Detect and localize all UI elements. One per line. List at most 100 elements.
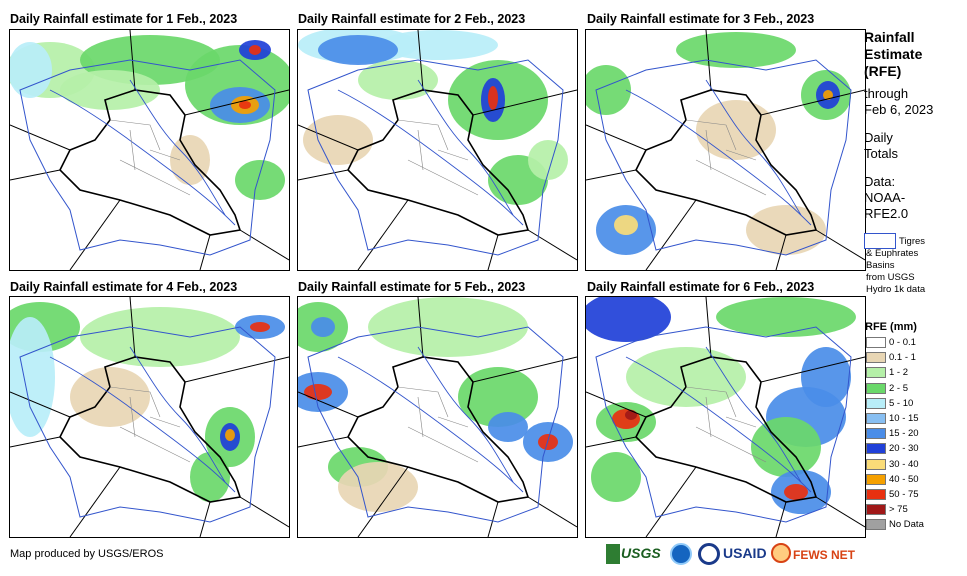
rainfall-patch [368, 297, 528, 357]
legend-label: 0 - 0.1 [889, 337, 916, 348]
province-line [129, 396, 136, 438]
border-line [586, 436, 637, 448]
basin-legend-swatch [864, 233, 896, 249]
border-line [298, 124, 359, 151]
river-line [705, 346, 802, 483]
legend-label: 1 - 2 [889, 367, 909, 379]
rainfall-patch [696, 100, 776, 160]
side-title: Rainfall Estimate (RFE) [864, 29, 922, 80]
legend-item: 5 - 10 [866, 397, 966, 410]
border-line [760, 356, 865, 383]
province-line [725, 416, 757, 428]
legend-item: 1 - 2 [866, 367, 966, 379]
river-line [417, 346, 514, 483]
province-line [705, 129, 712, 171]
legend-swatch [866, 504, 886, 516]
rainfall-patch [249, 45, 261, 55]
legend-swatch [866, 413, 886, 424]
river-line [337, 89, 524, 226]
panel-title-1: Daily Rainfall estimate for 1 Feb., 2023 [10, 12, 238, 26]
rainfall-patch [10, 42, 52, 98]
map-panel-6 [585, 296, 866, 538]
rainfall-patch [626, 347, 746, 407]
border-line [815, 496, 865, 528]
legend-item: 0.1 - 1 [866, 352, 966, 364]
usgs-logo-text: USGS [621, 545, 661, 561]
basin-outline [19, 59, 276, 256]
province-line [685, 386, 737, 418]
rainfall-patch [488, 86, 498, 110]
legend-swatch [866, 489, 886, 500]
legend-swatch [866, 337, 886, 348]
legend-item: 30 - 40 [866, 458, 966, 471]
river-line [625, 356, 812, 493]
border-line [10, 436, 61, 448]
basin-outline [19, 326, 276, 523]
legend-item: 2 - 5 [866, 382, 966, 395]
river-line [129, 346, 226, 483]
rainfall-patch [586, 297, 671, 342]
border-line [586, 169, 637, 181]
rainfall-map [586, 297, 865, 537]
legend-label: 0.1 - 1 [889, 352, 916, 364]
border-line [199, 234, 211, 270]
noaa-logo-icon [670, 543, 692, 565]
legend-label: 2 - 5 [889, 382, 909, 394]
border-line [775, 234, 787, 270]
legend-swatch [866, 367, 886, 379]
fewsnet-globe-icon [771, 543, 791, 563]
basin-outline [307, 59, 564, 256]
panel-title-5: Daily Rainfall estimate for 5 Feb., 2023 [298, 280, 526, 294]
rainfall-patch [358, 60, 438, 100]
legend-swatch [866, 352, 886, 364]
panel-title-4: Daily Rainfall estimate for 4 Feb., 2023 [10, 280, 238, 294]
basin-line-2: & Euphrates [866, 248, 919, 259]
basin-line-3: Basins [866, 260, 895, 271]
legend-item: 50 - 75 [866, 489, 966, 501]
border-line [239, 229, 289, 261]
legend-swatch [866, 428, 886, 440]
border-line [184, 356, 289, 383]
province-line [109, 386, 161, 418]
rainfall-patch [250, 322, 270, 332]
rainfall-patch [170, 135, 210, 185]
legend-label: 30 - 40 [889, 458, 919, 470]
rainfall-patch [746, 205, 826, 255]
border-line [586, 124, 647, 151]
province-line [397, 119, 449, 151]
usaid-logo-text: USAID [723, 545, 767, 561]
river-line [49, 89, 236, 226]
basin-outline [595, 59, 852, 256]
province-line [695, 426, 737, 448]
border-line [239, 496, 289, 528]
legend-swatch [866, 397, 886, 409]
legend-item: 0 - 0.1 [866, 337, 966, 349]
rainfall-patch [60, 70, 160, 110]
side-date: Feb 6, 2023 [864, 102, 934, 117]
map-panel-2 [297, 29, 578, 271]
legend-item: > 75 [866, 504, 966, 516]
province-line [407, 426, 449, 448]
country-boundary [59, 356, 242, 503]
province-line [159, 179, 191, 196]
border-line [815, 229, 865, 261]
province-line [109, 119, 161, 151]
rainfall-patch [318, 35, 398, 65]
legend-label: 20 - 30 [889, 443, 919, 455]
rainfall-map [10, 297, 289, 537]
legend-label: 50 - 75 [889, 489, 919, 500]
legend-label: 5 - 10 [889, 397, 914, 409]
side-through: through [864, 86, 909, 101]
river-line [625, 89, 812, 226]
border-line [69, 466, 121, 537]
rainfall-patch [528, 140, 568, 180]
rainfall-patch [458, 367, 538, 427]
legend-item: 15 - 20 [866, 428, 966, 440]
border-line [298, 169, 349, 181]
basin-line-5: Hydro 1k data [866, 284, 926, 295]
rainfall-patch [225, 429, 235, 441]
rainfall-map [586, 30, 865, 270]
legend-swatch [866, 519, 886, 531]
rainfall-patch [614, 215, 638, 235]
rainfall-patch [311, 317, 335, 337]
